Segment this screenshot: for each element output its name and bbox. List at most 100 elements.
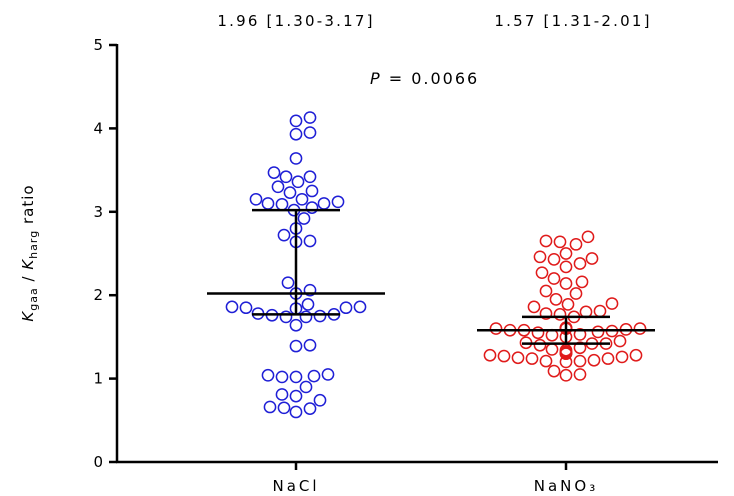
data-point — [289, 339, 303, 353]
data-point — [339, 301, 353, 315]
data-point — [539, 307, 553, 320]
data-point — [559, 260, 573, 274]
data-point — [585, 252, 599, 265]
data-point — [605, 297, 619, 310]
summary-stats-group — [207, 208, 655, 345]
data-point — [305, 201, 319, 214]
data-point — [303, 234, 317, 248]
data-point — [225, 300, 239, 314]
data-point — [539, 354, 553, 368]
data-point — [483, 348, 497, 362]
data-point — [615, 350, 629, 364]
data-point — [575, 275, 589, 289]
data-point — [591, 325, 605, 339]
data-point — [569, 237, 583, 251]
data-point — [275, 388, 289, 401]
p-symbol: P — [370, 69, 382, 88]
data-point — [289, 127, 303, 141]
data-point — [321, 368, 335, 381]
data-point — [531, 326, 545, 340]
y-label-k2: K — [19, 259, 37, 270]
data-point — [289, 405, 303, 419]
data-point — [561, 298, 575, 311]
data-point — [275, 197, 289, 211]
data-point — [289, 318, 303, 332]
data-point — [317, 197, 331, 210]
data-point — [267, 166, 281, 179]
data-point — [547, 252, 561, 266]
data-point — [559, 368, 573, 382]
data-point — [535, 266, 549, 280]
data-points-group — [225, 111, 647, 419]
data-point — [279, 310, 293, 324]
data-point — [593, 304, 607, 318]
data-point — [569, 287, 583, 300]
p-value-annotation: P = 0.0066 — [370, 69, 479, 88]
data-point — [587, 353, 601, 367]
data-point — [305, 184, 319, 198]
data-point — [303, 111, 317, 124]
data-point — [601, 352, 615, 365]
data-point — [275, 370, 289, 384]
y-label-k2-sub: harg — [27, 230, 40, 259]
data-point — [291, 175, 305, 189]
data-point — [289, 114, 303, 128]
data-point — [289, 152, 303, 165]
data-point — [497, 349, 511, 363]
y-label-separator: / — [19, 270, 37, 288]
data-point — [573, 368, 587, 381]
data-point — [527, 300, 541, 314]
y-label-tail: ratio — [19, 184, 37, 229]
data-point — [553, 308, 567, 321]
data-point — [573, 328, 587, 341]
data-point — [559, 277, 573, 290]
data-point — [299, 380, 313, 394]
data-point — [295, 192, 309, 206]
data-point — [533, 250, 547, 264]
data-point — [613, 334, 627, 348]
data-point — [581, 230, 595, 244]
y-tick-label: 4 — [93, 119, 103, 137]
y-label-k1-sub: gaa — [27, 287, 40, 310]
data-point — [239, 301, 253, 315]
data-point — [303, 283, 317, 297]
nano3-summary-label: 1.57 [1.31-2.01] — [494, 12, 651, 30]
data-point — [539, 234, 553, 248]
data-point — [353, 300, 367, 314]
data-point — [573, 354, 587, 368]
data-point — [283, 186, 297, 199]
x-ticks-group: NaCl NaNO₃ — [272, 462, 598, 495]
data-point — [489, 322, 503, 335]
data-point — [545, 343, 559, 356]
x-tick-label: NaCl — [272, 477, 319, 495]
data-point — [261, 197, 275, 210]
data-point — [303, 402, 317, 415]
data-point — [297, 212, 311, 225]
data-point — [303, 126, 317, 139]
nacl-summary-label: 1.96 [1.30-3.17] — [217, 12, 374, 30]
x-tick-label: NaNO₃ — [534, 477, 598, 495]
y-tick-label: 0 — [93, 453, 103, 471]
data-point — [279, 170, 293, 184]
data-point — [533, 338, 547, 352]
y-label-k1: K — [19, 311, 37, 322]
data-point — [553, 235, 567, 249]
data-point — [633, 322, 647, 335]
data-point — [263, 400, 277, 414]
data-point — [289, 370, 303, 384]
data-point — [559, 247, 573, 260]
y-tick-label: 3 — [93, 203, 103, 221]
data-point — [299, 310, 313, 324]
data-point — [289, 389, 303, 403]
data-point — [301, 298, 315, 311]
data-point — [277, 228, 291, 242]
data-point — [313, 309, 327, 323]
data-point — [307, 369, 321, 383]
y-tick-label: 2 — [93, 286, 103, 304]
data-point — [281, 276, 295, 290]
data-point — [539, 284, 553, 298]
data-point — [547, 272, 561, 285]
data-point — [511, 351, 525, 365]
data-point — [277, 401, 291, 415]
